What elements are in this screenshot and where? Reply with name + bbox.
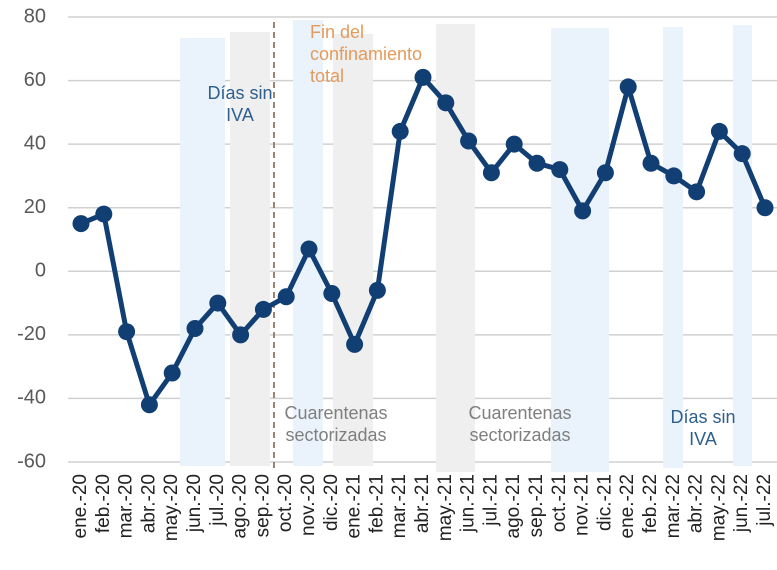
point	[710, 122, 728, 140]
x-tick-label: feb.-22	[640, 474, 661, 533]
point	[460, 132, 478, 150]
y-tick-label: 0	[35, 260, 46, 282]
y-tick-label: -20	[17, 323, 46, 345]
annotation: Cuarentenas	[468, 403, 571, 423]
x-tick-label: oct.-20	[275, 474, 296, 532]
point	[551, 161, 569, 179]
point	[528, 154, 546, 172]
y-tick-label: 20	[24, 196, 46, 218]
point	[437, 94, 455, 112]
x-tick-label: ene.-22	[617, 474, 638, 538]
period-band	[663, 27, 683, 468]
period-band	[333, 34, 373, 466]
annotation: Fin del	[310, 22, 364, 42]
x-tick-label: jun.-21	[458, 474, 479, 533]
point	[140, 396, 158, 414]
y-tick-label: -40	[17, 387, 46, 409]
x-tick-label: jul.-21	[480, 474, 501, 527]
annotation: IVA	[226, 105, 254, 125]
annotation: Cuarentenas	[284, 403, 387, 423]
point	[186, 320, 204, 337]
annotation: sectorizadas	[469, 425, 570, 445]
period-band	[180, 38, 225, 466]
x-tick-label: ago.-20	[230, 474, 251, 538]
x-tick-label: nov.-21	[572, 474, 593, 536]
period-band	[230, 32, 270, 466]
y-tick-label: -60	[17, 450, 46, 472]
annotation: sectorizadas	[285, 425, 386, 445]
point	[118, 323, 136, 341]
point	[163, 364, 181, 382]
x-tick-label: feb.-21	[366, 474, 387, 533]
point	[482, 164, 500, 182]
point	[642, 154, 660, 172]
x-tick-label: may.-22	[708, 474, 729, 541]
point	[254, 300, 272, 318]
point	[414, 68, 432, 86]
x-tick-label: jul.-20	[207, 474, 228, 527]
point	[733, 145, 751, 163]
point	[756, 199, 774, 217]
annotation: Días sin	[670, 407, 735, 427]
x-tick-label: abr.-22	[686, 474, 707, 533]
x-tick-label: mar.-22	[663, 474, 684, 538]
period-band	[733, 25, 752, 466]
point	[323, 285, 341, 303]
x-tick-label: dic.-20	[321, 474, 342, 531]
annotation: total	[310, 66, 344, 86]
x-tick-label: ene.-20	[70, 474, 91, 538]
annotation: Días sin	[207, 83, 272, 103]
x-tick-label: sep.-20	[252, 474, 273, 537]
x-tick-label: jun.-22	[731, 474, 752, 533]
x-tick-label: mar.-20	[116, 474, 137, 538]
point	[391, 122, 409, 140]
x-tick-label: ago.-21	[503, 474, 524, 538]
x-tick-label: jul.-22	[754, 474, 775, 527]
point	[619, 78, 637, 96]
x-tick-label: jun.-20	[184, 474, 205, 533]
y-tick-label: 80	[24, 5, 46, 27]
point	[95, 205, 113, 223]
x-tick-label: oct.-21	[549, 474, 570, 532]
x-tick-label: dic.-21	[594, 474, 615, 531]
point	[574, 202, 592, 220]
x-tick-label: nov.-20	[298, 474, 319, 536]
point	[688, 183, 706, 201]
point	[596, 164, 614, 182]
annotation: IVA	[689, 429, 717, 449]
point	[232, 326, 250, 344]
x-tick-label: sep.-21	[526, 474, 547, 537]
x-tick-label: ene.-21	[344, 474, 365, 538]
x-tick-label: may.-21	[435, 474, 456, 541]
shaded-periods	[180, 20, 752, 472]
x-tick-label: mar.-21	[389, 474, 410, 538]
annotation: confinamiento	[310, 44, 422, 64]
x-tick-label: abr.-21	[412, 474, 433, 533]
x-tick-label: abr.-20	[138, 474, 159, 533]
point	[72, 215, 90, 233]
y-tick-label: 40	[24, 132, 46, 154]
point	[277, 288, 295, 306]
point	[505, 135, 523, 153]
point	[346, 335, 364, 353]
point	[368, 281, 386, 299]
x-tick-label: feb.-20	[93, 474, 114, 533]
y-tick-label: 60	[24, 69, 46, 91]
point	[209, 294, 227, 312]
point	[665, 167, 683, 185]
period-band	[551, 28, 609, 472]
x-tick-label: may.-20	[161, 474, 182, 541]
point	[300, 240, 318, 258]
